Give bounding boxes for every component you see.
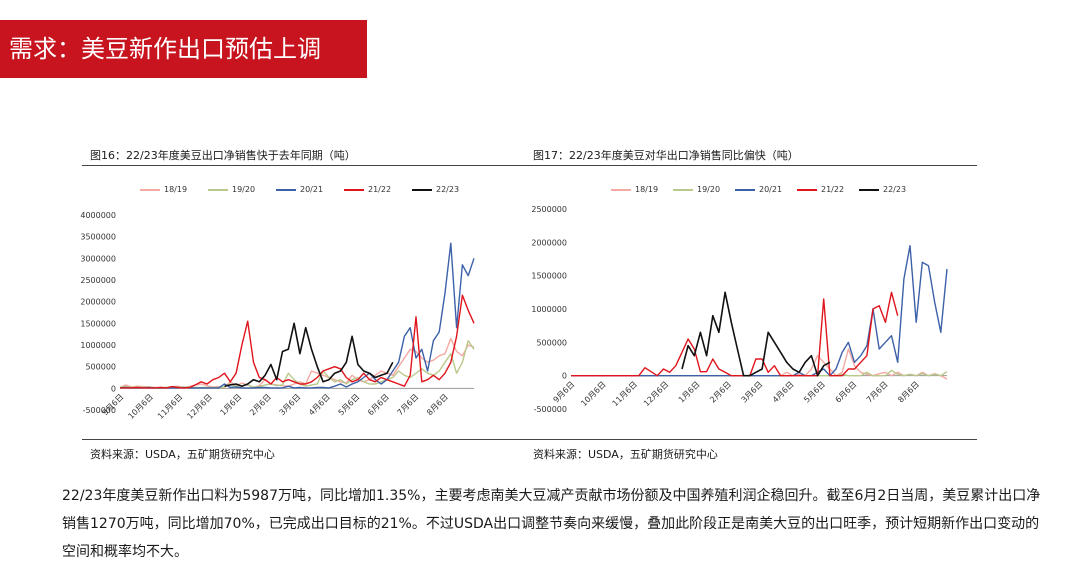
y-tick-label: 1000000: [80, 341, 116, 350]
legend-label: 22/23: [883, 185, 907, 194]
x-tick-label: 11月6日: [156, 392, 184, 420]
legend-swatch: [412, 189, 432, 191]
y-tick-label: 1000000: [531, 305, 567, 314]
x-tick-label: 6月6日: [366, 392, 391, 417]
series-line-22-23: [224, 322, 394, 387]
legend-swatch: [611, 189, 631, 191]
y-tick-label: 2500000: [80, 276, 116, 285]
series-line-22-23: [681, 291, 831, 377]
x-tick-label: 7月6日: [865, 380, 890, 405]
chart-panel-china: 图17：22/23年度美豆对华出口净销售同比偏快（吨） 18/19 19/20 20…: [525, 140, 977, 466]
x-tick-label: 4月6日: [771, 380, 796, 405]
x-tick-label: 6月6日: [834, 380, 859, 405]
legend-swatch: [735, 189, 755, 191]
legend-swatch: [797, 189, 817, 191]
series-line-20-21: [571, 245, 948, 377]
x-tick-label: 2月6日: [708, 380, 733, 405]
chart-plot: -500000 0 500000 1000000 1500000 2000000 25000…: [80, 211, 475, 421]
legend-swatch: [859, 189, 879, 191]
legend-label: 22/23: [436, 185, 460, 194]
legend-swatch: [140, 189, 160, 191]
x-tick-label: 9月6日: [552, 380, 577, 405]
page-title: 需求：美豆新作出口预估上调: [9, 35, 321, 63]
chart-top-rule: [525, 165, 977, 166]
chart-panel-exports: 图16：22/23年度美豆出口净销售快于去年同期（吨） 18/19 19/20 20…: [80, 140, 534, 466]
y-tick-label: 0: [562, 372, 567, 381]
legend-label: 18/19: [635, 185, 659, 194]
x-tick-label: 8月6日: [425, 392, 450, 417]
y-tick-label: 0: [111, 384, 116, 393]
y-tick-label: -500000: [534, 405, 567, 414]
y-tick-label: 3000000: [80, 254, 116, 263]
legend-swatch: [673, 189, 693, 191]
x-tick-label: 3月6日: [278, 392, 303, 417]
chart-bottom-rule: [525, 439, 977, 440]
chart-title: 图16：22/23年度美豆出口净销售快于去年同期（吨）: [90, 149, 356, 162]
legend-label: 20/21: [300, 185, 324, 194]
x-tick-label: 5月6日: [802, 380, 827, 405]
chart-source: 资料来源：USDA，五矿期货研究中心: [90, 448, 275, 461]
series-line-18-19: [571, 348, 948, 380]
x-tick-label: 8月6日: [896, 380, 921, 405]
legend-label: 19/20: [697, 185, 721, 194]
series-line-21-22: [571, 291, 899, 377]
y-tick-label: 500000: [85, 363, 116, 372]
chart-top-rule: [82, 165, 534, 166]
chart-bottom-rule: [82, 439, 534, 440]
x-tick-label: 12月6日: [185, 392, 213, 420]
y-tick-label: 4000000: [80, 211, 116, 220]
legend-swatch: [276, 189, 296, 191]
legend-label: 18/19: [164, 185, 188, 194]
chart-source: 资料来源：USDA，五矿期货研究中心: [533, 448, 718, 461]
x-tick-label: 7月6日: [396, 392, 421, 417]
x-tick-label: 1月6日: [677, 380, 702, 405]
x-tick-label: 4月6日: [307, 392, 332, 417]
y-tick-label: 1500000: [80, 319, 116, 328]
y-tick-label: 2000000: [531, 238, 567, 247]
y-tick-label: -500000: [83, 406, 116, 415]
analysis-paragraph: 22/23年度美豆新作出口料为5987万吨，同比增加1.35%，主要考虑南美大豆…: [62, 488, 1041, 560]
x-tick-label: 1月6日: [219, 392, 244, 417]
chart-plot: -500000 0 500000 1000000 1500000 2000000 25000…: [531, 205, 948, 414]
title-bar: 需求：美豆新作出口预估上调: [0, 20, 367, 78]
x-tick-label: 2月6日: [248, 392, 273, 417]
series-line-18-19: [119, 337, 475, 389]
y-tick-label: 500000: [536, 338, 567, 347]
legend-label: 21/22: [368, 185, 392, 194]
y-tick-label: 3500000: [80, 233, 116, 242]
x-tick-label: 11月6日: [611, 380, 639, 408]
legend-swatch: [344, 189, 364, 191]
x-tick-label: 10月6日: [579, 380, 607, 408]
x-tick-label: 3月6日: [740, 380, 765, 405]
legend-swatch: [208, 189, 228, 191]
x-tick-label: 12月6日: [642, 380, 670, 408]
x-tick-label: 10月6日: [126, 392, 154, 420]
y-tick-label: 2000000: [80, 298, 116, 307]
y-tick-label: 2500000: [531, 205, 567, 214]
x-tick-label: 5月6日: [337, 392, 362, 417]
legend-label: 21/22: [821, 185, 845, 194]
legend-label: 19/20: [232, 185, 256, 194]
series-line-21-22: [120, 294, 475, 389]
chart-title: 图17：22/23年度美豆对华出口净销售同比偏快（吨）: [533, 149, 799, 162]
legend-label: 20/21: [759, 185, 783, 194]
y-tick-label: 1500000: [531, 272, 567, 281]
